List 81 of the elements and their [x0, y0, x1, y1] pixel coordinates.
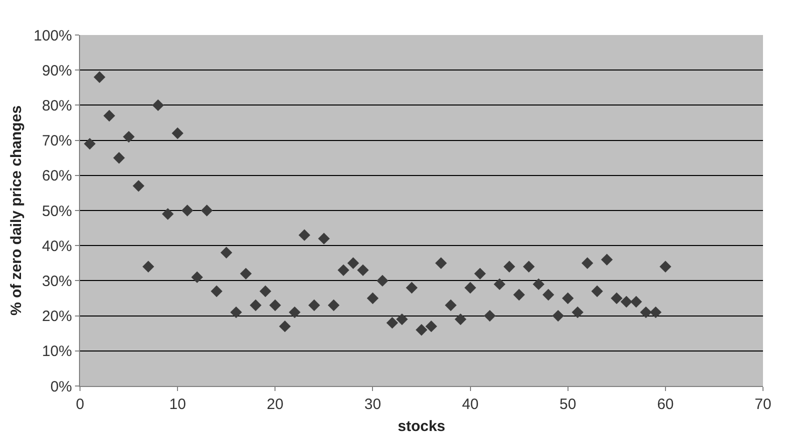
x-tick-label: 20: [266, 396, 284, 413]
point: [610, 292, 622, 304]
point: [191, 271, 203, 284]
point: [250, 299, 262, 312]
point: [210, 285, 222, 298]
point: [240, 268, 252, 280]
x-tick-label: 40: [462, 396, 479, 413]
point: [562, 292, 574, 304]
point: [396, 313, 408, 326]
point: [288, 306, 301, 318]
point: [152, 99, 164, 112]
point: [298, 229, 310, 241]
point: [318, 232, 330, 244]
x-axis-title: stocks: [398, 418, 446, 435]
y-tick-label: 10%: [42, 343, 72, 360]
y-tick-label: 60%: [42, 168, 72, 185]
y-tick-label: 20%: [42, 308, 72, 326]
point: [542, 288, 554, 301]
point: [503, 260, 516, 273]
point: [84, 138, 96, 150]
point: [172, 127, 184, 140]
y-tick-label: 90%: [42, 62, 72, 80]
point: [366, 292, 379, 304]
point: [200, 204, 213, 216]
point: [162, 208, 174, 220]
y-tick-label: 40%: [42, 238, 72, 255]
x-tick-label: 70: [754, 396, 772, 413]
point: [620, 296, 632, 308]
x-tick-label: 0: [76, 396, 84, 413]
x-tick-label: 10: [169, 396, 186, 413]
y-tick-label: 30%: [42, 272, 72, 290]
point: [435, 257, 447, 269]
point: [260, 285, 272, 298]
point: [328, 299, 340, 312]
point: [464, 282, 476, 294]
point: [552, 310, 564, 322]
y-tick-label: 50%: [42, 202, 72, 220]
point: [142, 260, 154, 273]
point: [230, 306, 242, 318]
point: [122, 130, 135, 143]
point: [425, 320, 438, 332]
point: [113, 152, 125, 164]
point: [572, 306, 584, 318]
point: [406, 282, 418, 294]
point: [279, 320, 291, 332]
point: [601, 254, 613, 266]
point: [660, 260, 672, 273]
point: [338, 264, 350, 276]
point: [132, 180, 144, 192]
point: [474, 268, 486, 280]
point: [220, 246, 232, 258]
point: [376, 274, 388, 287]
point: [444, 299, 457, 312]
point: [640, 306, 652, 318]
y-tick-label: 70%: [42, 132, 72, 150]
point: [532, 278, 544, 290]
y-tick-label: 100%: [34, 27, 72, 44]
point: [582, 257, 594, 269]
point: [522, 260, 535, 273]
point: [513, 288, 525, 301]
point: [347, 257, 360, 269]
point: [181, 204, 194, 216]
point: [416, 324, 428, 336]
point: [454, 313, 466, 326]
point: [357, 264, 369, 276]
x-tick-label: 60: [657, 396, 674, 413]
y-tick-label: 0%: [50, 378, 72, 396]
point: [308, 299, 320, 312]
point: [494, 278, 506, 290]
point: [484, 310, 496, 322]
point: [94, 71, 106, 83]
point: [386, 316, 398, 329]
point: [591, 285, 603, 298]
x-tick-label: 30: [364, 396, 382, 413]
point: [650, 306, 662, 318]
point: [630, 296, 642, 308]
point: [103, 110, 116, 122]
y-axis-title: % of zero daily price changes: [8, 105, 25, 316]
y-tick-label: 80%: [42, 97, 72, 114]
point: [269, 299, 281, 312]
x-tick-label: 50: [560, 396, 576, 413]
